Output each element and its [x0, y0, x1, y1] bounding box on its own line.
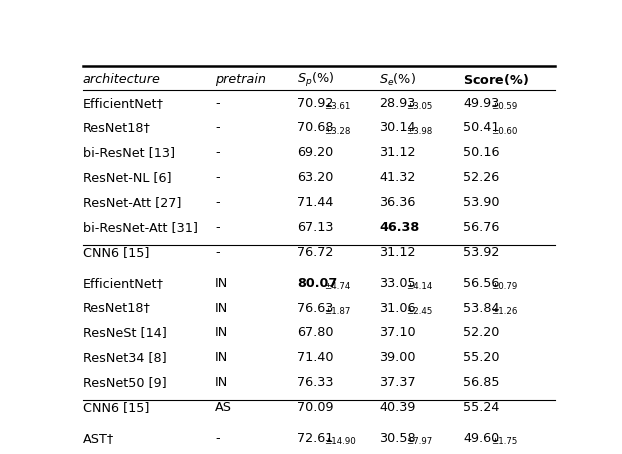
Text: IN: IN [215, 276, 228, 290]
Text: 80.07: 80.07 [297, 276, 337, 290]
Text: ResNet18†: ResNet18† [83, 122, 151, 134]
Text: 30.58: 30.58 [379, 432, 415, 445]
Text: 49.93: 49.93 [463, 97, 499, 110]
Text: 31.12: 31.12 [379, 246, 415, 259]
Text: ±1.26: ±1.26 [491, 306, 518, 316]
Text: 56.76: 56.76 [463, 221, 499, 234]
Text: $S_e$(%): $S_e$(%) [379, 72, 416, 88]
Text: 56.56: 56.56 [463, 276, 499, 290]
Text: AST†: AST† [83, 432, 114, 445]
Text: 67.13: 67.13 [297, 221, 333, 234]
Text: 76.33: 76.33 [297, 376, 333, 389]
Text: 31.12: 31.12 [379, 146, 415, 159]
Text: 30.14: 30.14 [379, 122, 415, 134]
Text: 49.60: 49.60 [463, 432, 499, 445]
Text: IN: IN [215, 301, 228, 315]
Text: 37.37: 37.37 [379, 376, 415, 389]
Text: 56.85: 56.85 [463, 376, 500, 389]
Text: EfficientNet†: EfficientNet† [83, 276, 164, 290]
Text: ±3.61: ±3.61 [325, 102, 351, 111]
Text: CNN6 [15]: CNN6 [15] [83, 246, 149, 259]
Text: CNN6 [15]: CNN6 [15] [83, 401, 149, 414]
Text: 70.09: 70.09 [297, 401, 333, 414]
Text: 69.20: 69.20 [297, 146, 333, 159]
Text: -: - [215, 246, 220, 259]
Text: ±1.75: ±1.75 [491, 437, 518, 446]
Text: ±0.79: ±0.79 [491, 282, 517, 291]
Text: 67.80: 67.80 [297, 326, 333, 339]
Text: 52.26: 52.26 [463, 171, 499, 184]
Text: 53.92: 53.92 [463, 246, 499, 259]
Text: $S_p$(%): $S_p$(%) [297, 71, 334, 89]
Text: AS: AS [215, 401, 232, 414]
Text: 39.00: 39.00 [379, 351, 415, 364]
Text: 55.24: 55.24 [463, 401, 499, 414]
Text: ResNet50 [9]: ResNet50 [9] [83, 376, 166, 389]
Text: 46.38: 46.38 [379, 221, 419, 234]
Text: ±14.90: ±14.90 [325, 437, 356, 446]
Text: pretrain: pretrain [215, 74, 266, 86]
Text: bi-ResNet [13]: bi-ResNet [13] [83, 146, 175, 159]
Text: ±4.74: ±4.74 [325, 282, 351, 291]
Text: 72.61: 72.61 [297, 432, 333, 445]
Text: -: - [215, 432, 220, 445]
Text: 37.10: 37.10 [379, 326, 415, 339]
Text: 28.93: 28.93 [379, 97, 415, 110]
Text: 41.32: 41.32 [379, 171, 415, 184]
Text: -: - [215, 171, 220, 184]
Text: ResNet-Att [27]: ResNet-Att [27] [83, 196, 181, 209]
Text: ResNet18†: ResNet18† [83, 301, 151, 315]
Text: ±3.28: ±3.28 [325, 127, 351, 136]
Text: $\mathbf{Score}$(%): $\mathbf{Score}$(%) [463, 72, 529, 87]
Text: 50.41: 50.41 [463, 122, 500, 134]
Text: -: - [215, 97, 220, 110]
Text: ResNet-NL [6]: ResNet-NL [6] [83, 171, 171, 184]
Text: -: - [215, 221, 220, 234]
Text: 33.05: 33.05 [379, 276, 415, 290]
Text: -: - [215, 122, 220, 134]
Text: ±7.97: ±7.97 [407, 437, 433, 446]
Text: 71.40: 71.40 [297, 351, 333, 364]
Text: 50.16: 50.16 [463, 146, 500, 159]
Text: IN: IN [215, 351, 228, 364]
Text: 31.06: 31.06 [379, 301, 415, 315]
Text: 76.63: 76.63 [297, 301, 333, 315]
Text: ±4.14: ±4.14 [407, 282, 433, 291]
Text: IN: IN [215, 326, 228, 339]
Text: 70.68: 70.68 [297, 122, 333, 134]
Text: architecture: architecture [83, 74, 160, 86]
Text: bi-ResNet-Att [31]: bi-ResNet-Att [31] [83, 221, 197, 234]
Text: ±0.59: ±0.59 [491, 102, 517, 111]
Text: 71.44: 71.44 [297, 196, 333, 209]
Text: IN: IN [215, 376, 228, 389]
Text: -: - [215, 196, 220, 209]
Text: 55.20: 55.20 [463, 351, 500, 364]
Text: 63.20: 63.20 [297, 171, 333, 184]
Text: ResNeSt [14]: ResNeSt [14] [83, 326, 166, 339]
Text: 53.90: 53.90 [463, 196, 500, 209]
Text: ±3.05: ±3.05 [407, 102, 433, 111]
Text: 52.20: 52.20 [463, 326, 499, 339]
Text: ±3.98: ±3.98 [407, 127, 433, 136]
Text: 40.39: 40.39 [379, 401, 415, 414]
Text: 53.84: 53.84 [463, 301, 500, 315]
Text: ±1.87: ±1.87 [325, 306, 351, 316]
Text: ResNet34 [8]: ResNet34 [8] [83, 351, 166, 364]
Text: EfficientNet†: EfficientNet† [83, 97, 164, 110]
Text: ±2.45: ±2.45 [407, 306, 433, 316]
Text: -: - [215, 146, 220, 159]
Text: ±0.60: ±0.60 [491, 127, 518, 136]
Text: 36.36: 36.36 [379, 196, 415, 209]
Text: 76.72: 76.72 [297, 246, 333, 259]
Text: 70.92: 70.92 [297, 97, 333, 110]
